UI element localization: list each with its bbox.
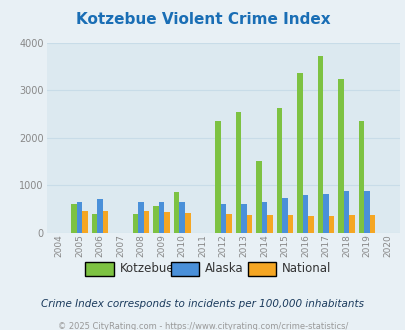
Bar xyxy=(302,195,307,233)
Bar xyxy=(276,108,281,233)
Bar xyxy=(132,214,138,233)
Bar xyxy=(241,204,246,233)
Bar xyxy=(82,211,87,233)
Bar xyxy=(246,215,252,233)
Bar xyxy=(173,192,179,233)
Bar xyxy=(220,204,226,233)
Bar xyxy=(77,202,82,233)
Bar xyxy=(348,215,354,233)
Bar xyxy=(266,215,272,233)
Bar xyxy=(185,213,190,233)
Bar xyxy=(328,215,333,233)
Bar xyxy=(261,202,266,233)
Bar xyxy=(102,211,108,233)
Bar xyxy=(164,212,170,233)
Bar xyxy=(256,161,261,233)
Text: Alaska: Alaska xyxy=(205,262,243,276)
Bar xyxy=(369,215,375,233)
Bar xyxy=(317,56,322,233)
Text: Kotzebue: Kotzebue xyxy=(119,262,174,276)
Bar xyxy=(138,202,144,233)
Text: Kotzebue Violent Crime Index: Kotzebue Violent Crime Index xyxy=(75,12,330,26)
Text: Crime Index corresponds to incidents per 100,000 inhabitants: Crime Index corresponds to incidents per… xyxy=(41,299,364,309)
Bar xyxy=(307,215,313,233)
Bar xyxy=(296,73,302,233)
Bar xyxy=(92,214,97,233)
Bar xyxy=(179,202,185,233)
Text: National: National xyxy=(281,262,331,276)
Bar xyxy=(287,215,292,233)
Bar xyxy=(343,191,348,233)
Bar xyxy=(322,194,328,233)
Bar xyxy=(158,202,164,233)
Bar xyxy=(337,80,343,233)
Bar xyxy=(281,198,287,233)
Bar xyxy=(153,206,158,233)
Bar xyxy=(144,211,149,233)
Text: © 2025 CityRating.com - https://www.cityrating.com/crime-statistics/: © 2025 CityRating.com - https://www.city… xyxy=(58,322,347,330)
Bar xyxy=(97,199,102,233)
Bar xyxy=(235,112,241,233)
Bar xyxy=(215,121,220,233)
Bar xyxy=(363,191,369,233)
Bar xyxy=(226,214,231,233)
Bar xyxy=(71,204,77,233)
Bar xyxy=(358,121,363,233)
